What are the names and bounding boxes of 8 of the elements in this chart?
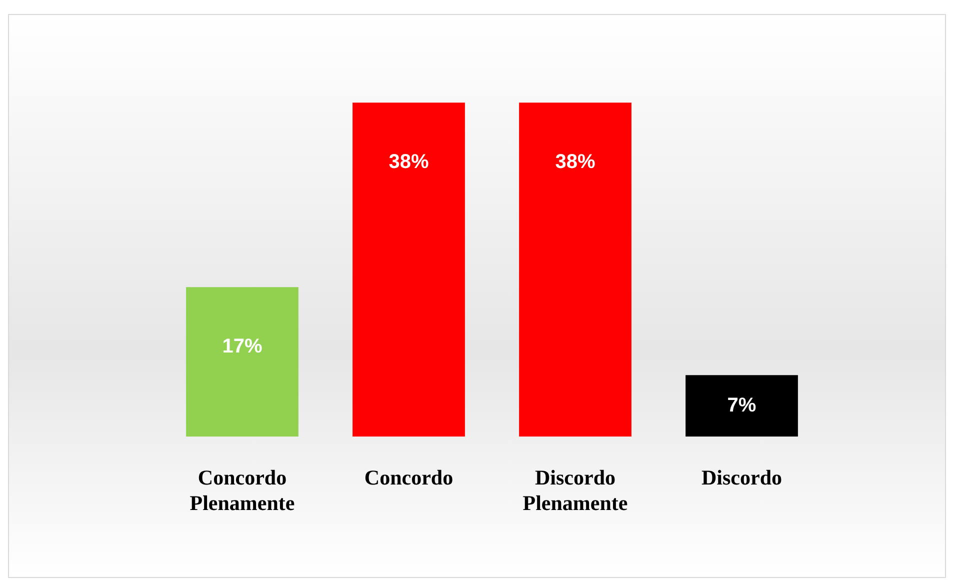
data-label: 38% — [388, 151, 429, 174]
x-tick-label: Concordo Plenamente — [190, 466, 295, 515]
x-tick-label: Discordo — [702, 466, 782, 490]
data-label: 38% — [555, 151, 596, 174]
data-label: 17% — [222, 336, 262, 358]
x-tick-label: Concordo — [364, 466, 454, 490]
data-label: 7% — [727, 394, 756, 416]
x-tick-label: Discordo Plenamente — [522, 466, 628, 515]
